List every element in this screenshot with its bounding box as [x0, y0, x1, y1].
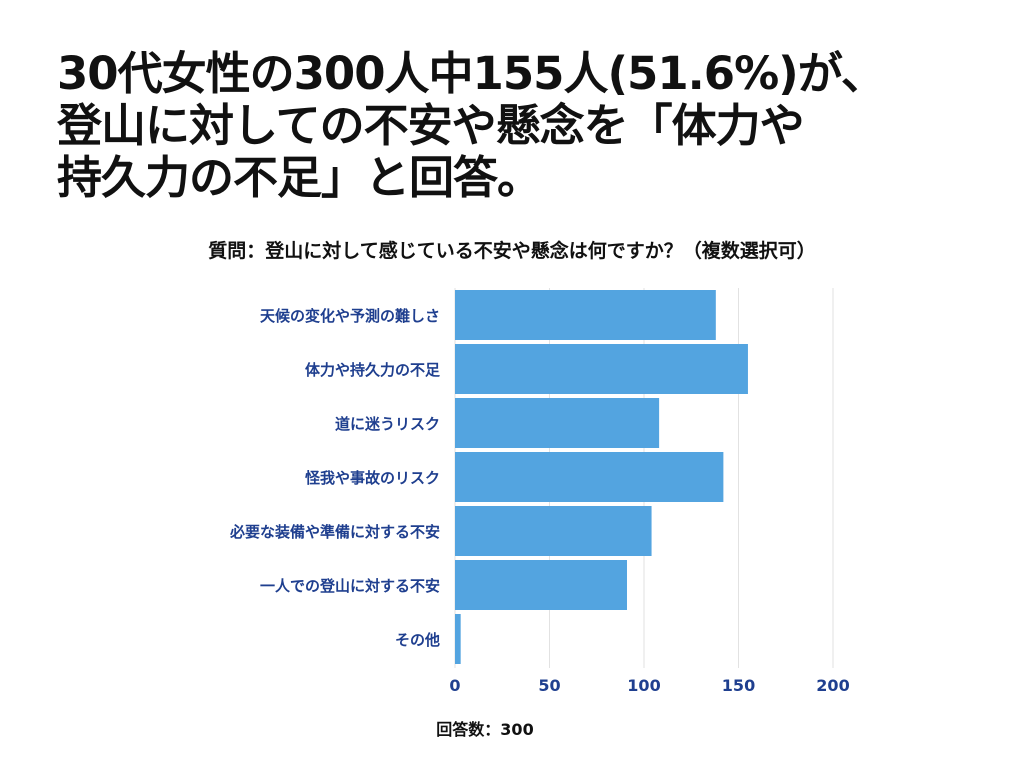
bar-2	[455, 344, 748, 394]
x-tick-label-150: 150	[722, 676, 755, 695]
category-label-7: その他	[395, 631, 440, 649]
bar-3	[455, 398, 660, 448]
x-tick-label-0: 0	[449, 676, 460, 695]
bar-6	[455, 560, 627, 610]
bar-1	[455, 290, 716, 340]
category-label-1: 天候の変化や予測の難しさ	[260, 307, 440, 325]
headline-line-1: 30代女性の300人中155人(51.6%)が、	[57, 47, 886, 100]
x-axis-ticks: 0 50 100 150 200	[449, 676, 849, 695]
category-label-6: 一人での登山に対する不安	[260, 577, 440, 595]
bar-7	[455, 614, 461, 664]
bar-5	[455, 506, 652, 556]
category-label-2: 体力や持久力の不足	[305, 361, 441, 379]
chart-title: 質問：登山に対して感じている不安や懸念は何ですか？（複数選択可）	[208, 240, 816, 262]
category-label-3: 道に迷うリスク	[335, 415, 440, 433]
bar-chart: 天候の変化や予測の難しさ体力や持久力の不足道に迷うリスク怪我や事故のリスク必要な…	[229, 288, 850, 695]
headline-line-2: 登山に対しての不安や懸念を「体力や	[57, 99, 805, 152]
headline: 30代女性の300人中155人(51.6%)が、 登山に対しての不安や懸念を「体…	[57, 48, 987, 204]
category-label-4: 怪我や事故のリスク	[305, 469, 440, 487]
headline-line-3: 持久力の不足」と回答。	[57, 151, 542, 204]
bar-4	[455, 452, 724, 502]
x-tick-label-50: 50	[538, 676, 560, 695]
x-tick-label-100: 100	[627, 676, 660, 695]
category-labels: 天候の変化や予測の難しさ体力や持久力の不足道に迷うリスク怪我や事故のリスク必要な…	[229, 307, 441, 649]
bars	[455, 290, 748, 664]
category-label-5: 必要な装備や準備に対する不安	[229, 523, 440, 541]
response-count-note: 回答数：300	[436, 720, 534, 739]
x-tick-label-200: 200	[816, 676, 849, 695]
